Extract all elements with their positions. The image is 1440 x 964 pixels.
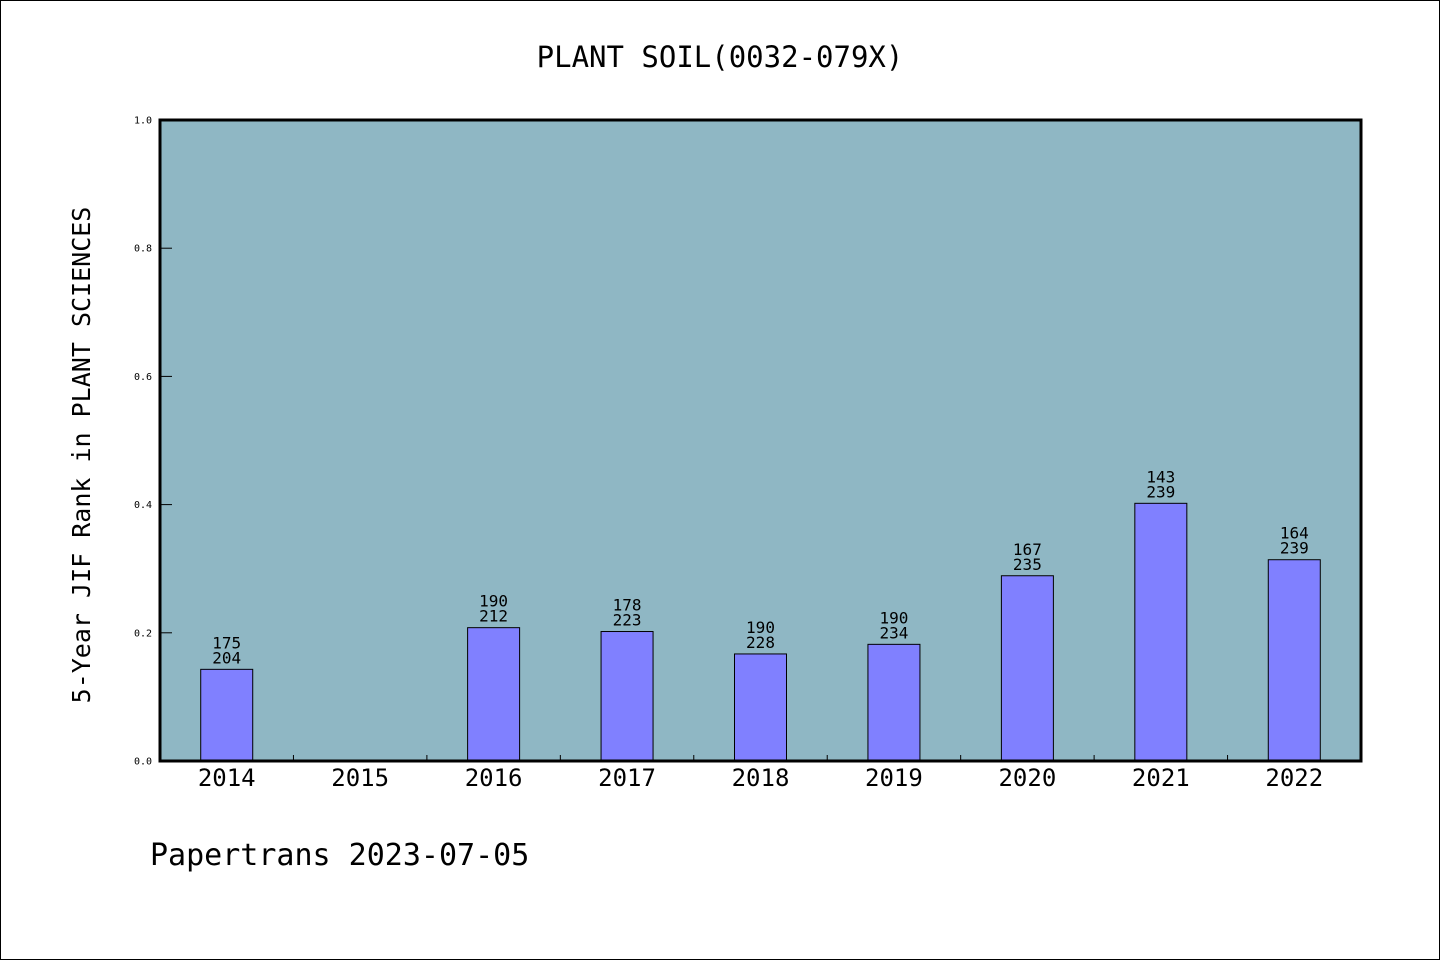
bar-label-rank-2017: 178 bbox=[613, 596, 642, 615]
y-tick-label-5: 1.0 bbox=[134, 116, 152, 127]
bar-2019 bbox=[867, 643, 921, 762]
footer-text: Papertrans 2023-07-05 bbox=[150, 838, 529, 873]
bar-2020 bbox=[1000, 575, 1054, 762]
bar-label-total-2020: 235 bbox=[1013, 555, 1042, 574]
x-tick-label-2019: 2019 bbox=[865, 764, 923, 792]
bar-label-total-2016: 212 bbox=[479, 607, 508, 626]
bar-label-rank-2019: 190 bbox=[879, 608, 908, 627]
bar-2014 bbox=[200, 668, 254, 762]
x-tick-label-2017: 2017 bbox=[598, 764, 656, 792]
bar-label-rank-2014: 175 bbox=[212, 633, 241, 652]
bar-2018 bbox=[734, 653, 787, 762]
bar-label-total-2021: 239 bbox=[1146, 482, 1175, 501]
x-tick-label-2021: 2021 bbox=[1132, 764, 1190, 792]
bar-2017 bbox=[600, 631, 654, 762]
bar-label-rank-2020: 167 bbox=[1013, 540, 1042, 559]
x-tick-label-2015: 2015 bbox=[331, 764, 389, 792]
y-tick-label-1: 0.2 bbox=[134, 628, 152, 639]
y-tick-label-4: 0.8 bbox=[134, 244, 152, 255]
y-tick-label-3: 0.6 bbox=[134, 372, 152, 383]
x-tick-label-2014: 2014 bbox=[198, 764, 256, 792]
chart-title: PLANT SOIL(0032-079X) bbox=[537, 40, 904, 74]
bar-2022 bbox=[1267, 559, 1321, 762]
bar-label-rank-2022: 164 bbox=[1280, 524, 1309, 543]
plot-border bbox=[158, 118, 1363, 763]
bar-label-rank-2018: 190 bbox=[746, 618, 775, 637]
bar-label-rank-2021: 143 bbox=[1146, 467, 1175, 486]
x-tick-label-2020: 2020 bbox=[998, 764, 1056, 792]
x-tick-label-2022: 2022 bbox=[1265, 764, 1323, 792]
bar-label-total-2022: 239 bbox=[1280, 539, 1309, 558]
bar-2021 bbox=[1134, 502, 1188, 762]
x-tick-label-2016: 2016 bbox=[465, 764, 523, 792]
y-tick-label-0: 0.0 bbox=[134, 757, 152, 768]
y-tick-label-2: 0.4 bbox=[134, 500, 152, 511]
bar-label-rank-2016: 190 bbox=[479, 592, 508, 611]
bar-label-total-2018: 228 bbox=[746, 633, 775, 652]
y-axis-label: 5-Year JIF Rank in PLANT SCIENCES bbox=[67, 207, 96, 704]
bar-2016 bbox=[467, 627, 521, 762]
x-tick-label-2018: 2018 bbox=[732, 764, 790, 792]
bar-label-total-2014: 204 bbox=[212, 648, 241, 667]
x-ticks-group: 2014 2015 2016 2017 2018 2019 2020 2021 2022 bbox=[198, 755, 1323, 792]
bar-label-total-2017: 223 bbox=[613, 611, 642, 630]
bar-label-total-2019: 234 bbox=[879, 623, 908, 642]
